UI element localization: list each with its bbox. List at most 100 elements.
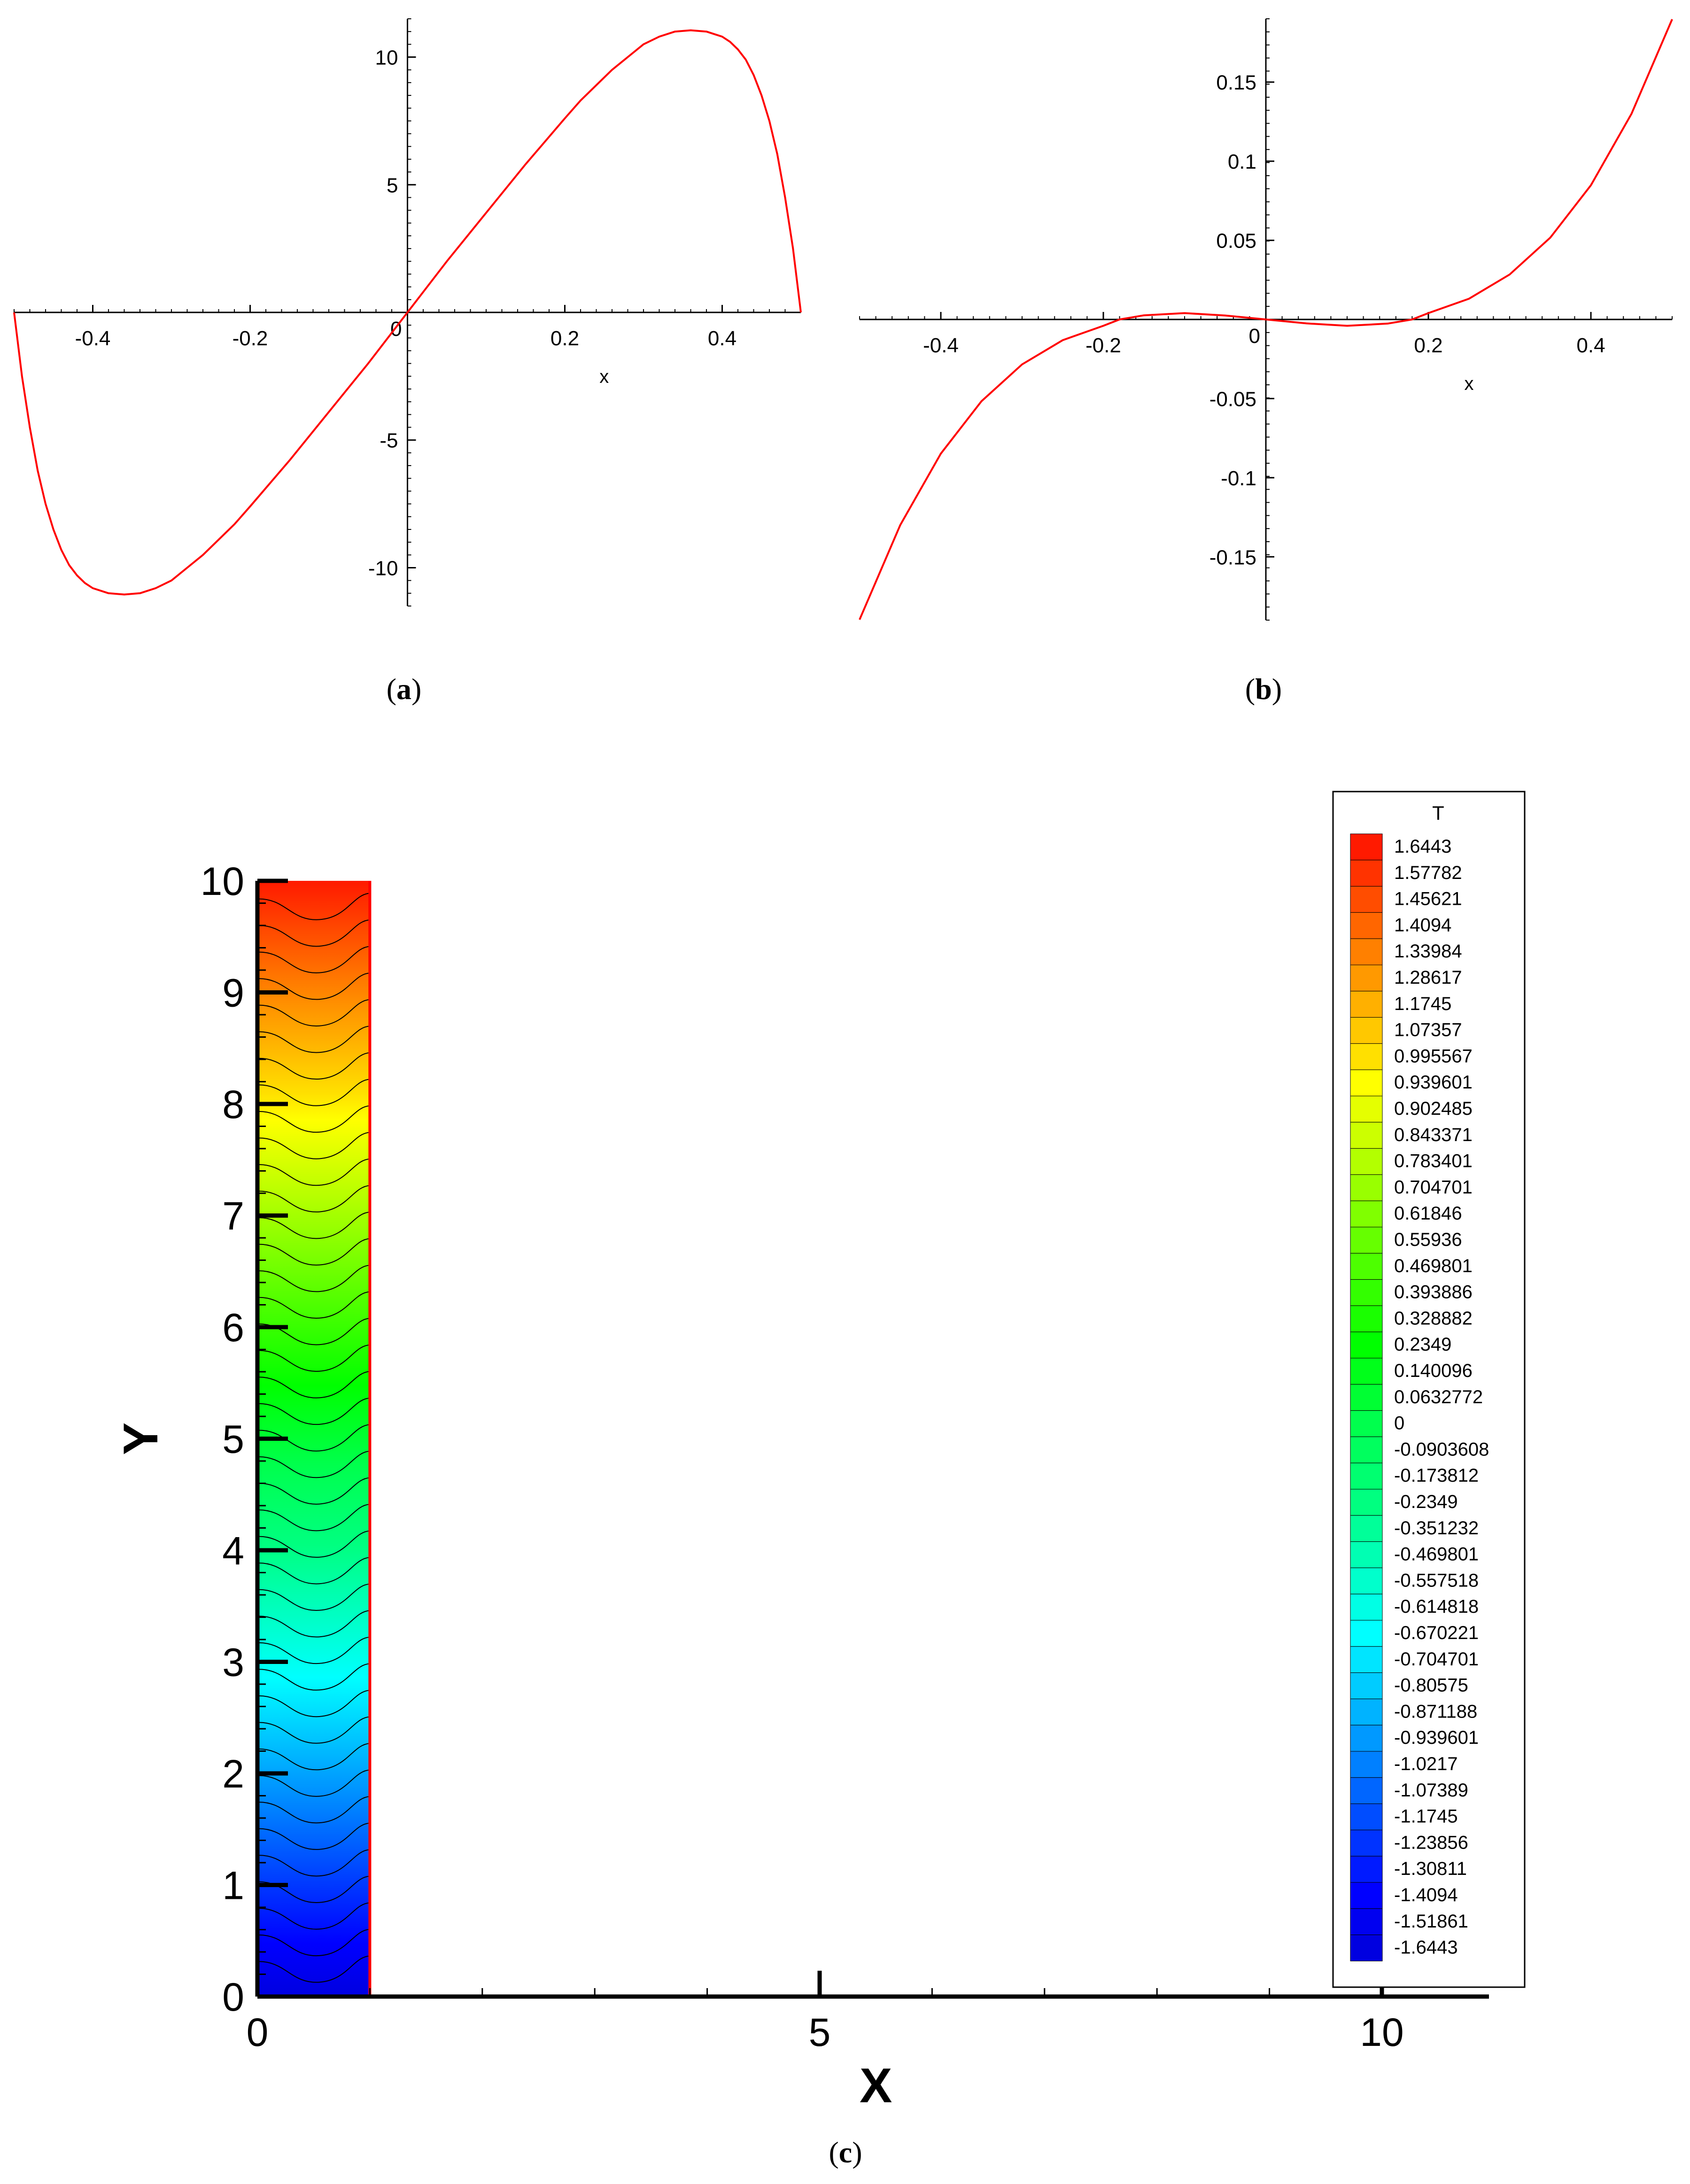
x-tick-label: 0.2	[550, 327, 579, 350]
contour-line	[257, 1902, 370, 1930]
caption-a: (a)	[333, 672, 474, 707]
legend-swatch	[1350, 1882, 1383, 1909]
legend-label: -0.2349	[1394, 1492, 1458, 1512]
legend-swatch	[1350, 1436, 1383, 1463]
legend-label: -0.469801	[1394, 1544, 1479, 1565]
y-tick-label: -10	[368, 557, 398, 580]
contour-line	[257, 1265, 370, 1292]
y-tick-label: -0.05	[1209, 388, 1256, 411]
legend-label: 0.2349	[1394, 1334, 1451, 1355]
legend-swatch	[1350, 1017, 1383, 1044]
contour-line	[257, 1849, 370, 1877]
y-tick-label: -5	[380, 429, 398, 452]
legend-swatch	[1350, 1331, 1383, 1359]
legend-swatch	[1350, 1698, 1383, 1725]
contour-line	[257, 919, 370, 947]
legend-label: 0.140096	[1394, 1360, 1473, 1381]
x-axis-label: X	[860, 2059, 892, 2113]
contour-line	[257, 946, 370, 973]
y-tick-label: 7	[222, 1194, 244, 1238]
contour-line	[257, 1291, 370, 1319]
contour-line	[257, 1079, 370, 1106]
legend-swatch	[1350, 912, 1383, 939]
chart-c: 0 5 10 0 1 2 3 4 5 6 7 8 9 10 X Y T 1.6443 1.57782 1.45621 1…	[114, 791, 1526, 2113]
contour-line	[257, 1796, 370, 1824]
legend-swatch	[1350, 1672, 1383, 1699]
y-tick-label: -0.15	[1209, 546, 1256, 569]
legend-swatch	[1350, 1358, 1383, 1385]
y-tick-label: 4	[222, 1529, 244, 1573]
legend-label: 0.939601	[1394, 1072, 1473, 1093]
legend-label: 1.57782	[1394, 863, 1462, 883]
caption-a-close: )	[411, 672, 422, 706]
legend-swatch	[1350, 938, 1383, 965]
y-tick-label: 6	[222, 1306, 244, 1350]
caption-b-letter: b	[1255, 672, 1272, 706]
contour-line	[257, 1583, 370, 1611]
y-tick-label: 0.15	[1216, 71, 1256, 94]
contour-line	[257, 972, 370, 1000]
legend-label: 0.393886	[1394, 1282, 1473, 1303]
caption-a-open: (	[386, 672, 396, 706]
legend-label: 0.843371	[1394, 1125, 1473, 1145]
legend-label: -0.614818	[1394, 1596, 1479, 1617]
y-tick-label: 2	[222, 1752, 244, 1796]
legend-swatch	[1350, 1122, 1383, 1149]
contour-line	[257, 1371, 370, 1399]
y-tick-label: 5	[222, 1417, 244, 1461]
legend-label: 1.6443	[1394, 836, 1451, 857]
legend-label: -0.173812	[1394, 1465, 1479, 1486]
legend-swatch	[1350, 1043, 1383, 1070]
x-axis-label: x	[599, 366, 609, 387]
legend-swatch	[1350, 833, 1383, 861]
legend-swatch	[1350, 1462, 1383, 1490]
legend-label: -0.670221	[1394, 1623, 1479, 1643]
legend-swatch	[1350, 1593, 1383, 1621]
caption-b-close: )	[1271, 672, 1282, 706]
legend-swatch	[1350, 1646, 1383, 1673]
contour-line	[257, 1610, 370, 1638]
y-tick-label: 0.05	[1216, 230, 1256, 253]
x-tick-label: -0.2	[1085, 334, 1121, 357]
contour-line	[257, 1928, 370, 1956]
legend-swatch	[1350, 1515, 1383, 1542]
y-tick-label: 3	[222, 1640, 244, 1685]
legend-swatch	[1350, 1620, 1383, 1647]
legend-label: 0	[1394, 1413, 1404, 1434]
caption-c: (c)	[775, 2135, 916, 2170]
legend-swatch	[1350, 1908, 1383, 1935]
legend-label: -0.351232	[1394, 1518, 1479, 1539]
x-tick-label: -0.4	[75, 327, 111, 350]
legend-swatch	[1350, 1096, 1383, 1123]
caption-b-open: (	[1245, 672, 1256, 706]
legend-label: -0.557518	[1394, 1570, 1479, 1591]
contour-line	[257, 1663, 370, 1691]
legend-label: 1.4094	[1394, 915, 1451, 935]
legend-swatch	[1350, 1856, 1383, 1883]
legend-label: 0.902485	[1394, 1098, 1473, 1119]
series-line	[859, 19, 1673, 620]
contour-line	[257, 1451, 370, 1478]
caption-c-open: (	[829, 2136, 839, 2169]
legend-label: -1.6443	[1394, 1937, 1458, 1958]
legend-label: 0.61846	[1394, 1203, 1462, 1224]
legend-label: 0.0632772	[1394, 1387, 1483, 1407]
legend-label: 1.28617	[1394, 967, 1462, 988]
legend-label: -1.0217	[1394, 1754, 1458, 1774]
contour-line	[257, 1344, 370, 1372]
caption-b: (b)	[1193, 672, 1334, 707]
x-tick-label: 5	[809, 2010, 831, 2054]
legend-label: -0.939601	[1394, 1727, 1479, 1748]
legend-swatch	[1350, 1829, 1383, 1857]
origin-label: 0	[1249, 325, 1260, 348]
x-tick-label: 0	[247, 2010, 269, 2054]
contour-line	[257, 1477, 370, 1505]
contour-line	[257, 1689, 370, 1718]
legend-swatch	[1350, 964, 1383, 992]
caption-c-close: )	[852, 2136, 862, 2169]
caption-c-letter: c	[838, 2136, 853, 2169]
y-tick-label: 0.1	[1228, 150, 1256, 173]
legend-label: 0.783401	[1394, 1151, 1473, 1172]
chart-b: -0.4 -0.2 0.2 0.4 -0.15 -0.1 -0.05 0.05 0.1 0.15 0…	[859, 18, 1673, 621]
legend-label: 0.328882	[1394, 1308, 1473, 1329]
